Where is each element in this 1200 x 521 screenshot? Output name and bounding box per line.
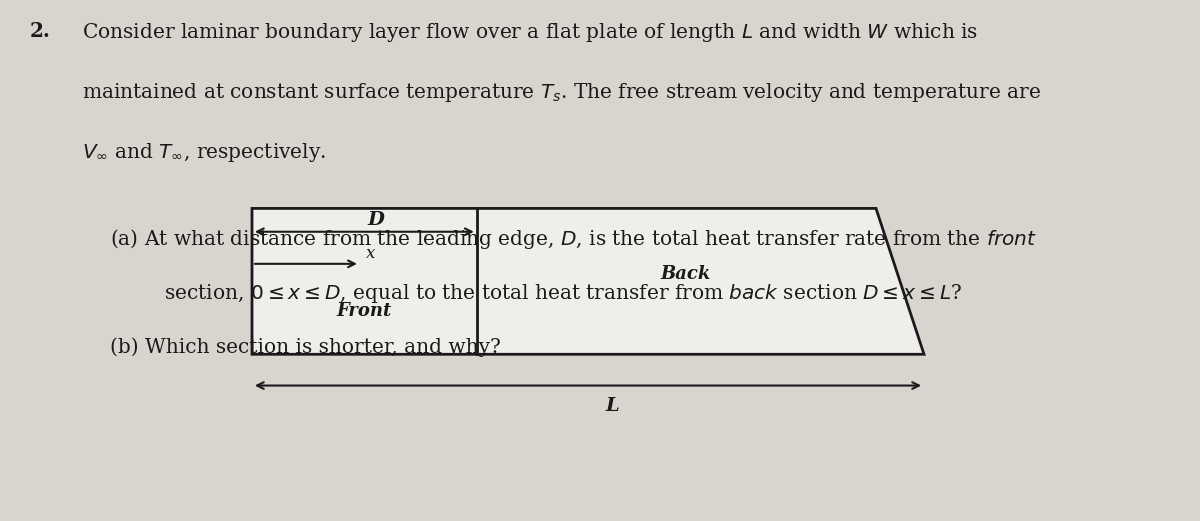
Text: Back: Back <box>661 265 712 283</box>
Text: 2.: 2. <box>30 21 50 41</box>
Text: section, $0 \leq x \leq D$, equal to the total heat transfer from $back$ section: section, $0 \leq x \leq D$, equal to the… <box>126 282 962 305</box>
Text: (a) At what distance from the leading edge, $D$, is the total heat transfer rate: (a) At what distance from the leading ed… <box>110 227 1037 251</box>
Text: (b) Which section is shorter, and why?: (b) Which section is shorter, and why? <box>110 337 502 356</box>
Text: L: L <box>605 397 619 415</box>
Text: D: D <box>368 211 385 229</box>
Text: x: x <box>366 245 376 262</box>
Polygon shape <box>252 208 924 354</box>
Text: maintained at constant surface temperature $T_s$. The free stream velocity and t: maintained at constant surface temperatu… <box>82 81 1040 104</box>
Text: Front: Front <box>337 302 392 319</box>
Text: Consider laminar boundary layer flow over a flat plate of length $L$ and width $: Consider laminar boundary layer flow ove… <box>82 21 978 44</box>
Text: $V_\infty$ and $T_\infty$, respectively.: $V_\infty$ and $T_\infty$, respectively. <box>82 141 325 164</box>
